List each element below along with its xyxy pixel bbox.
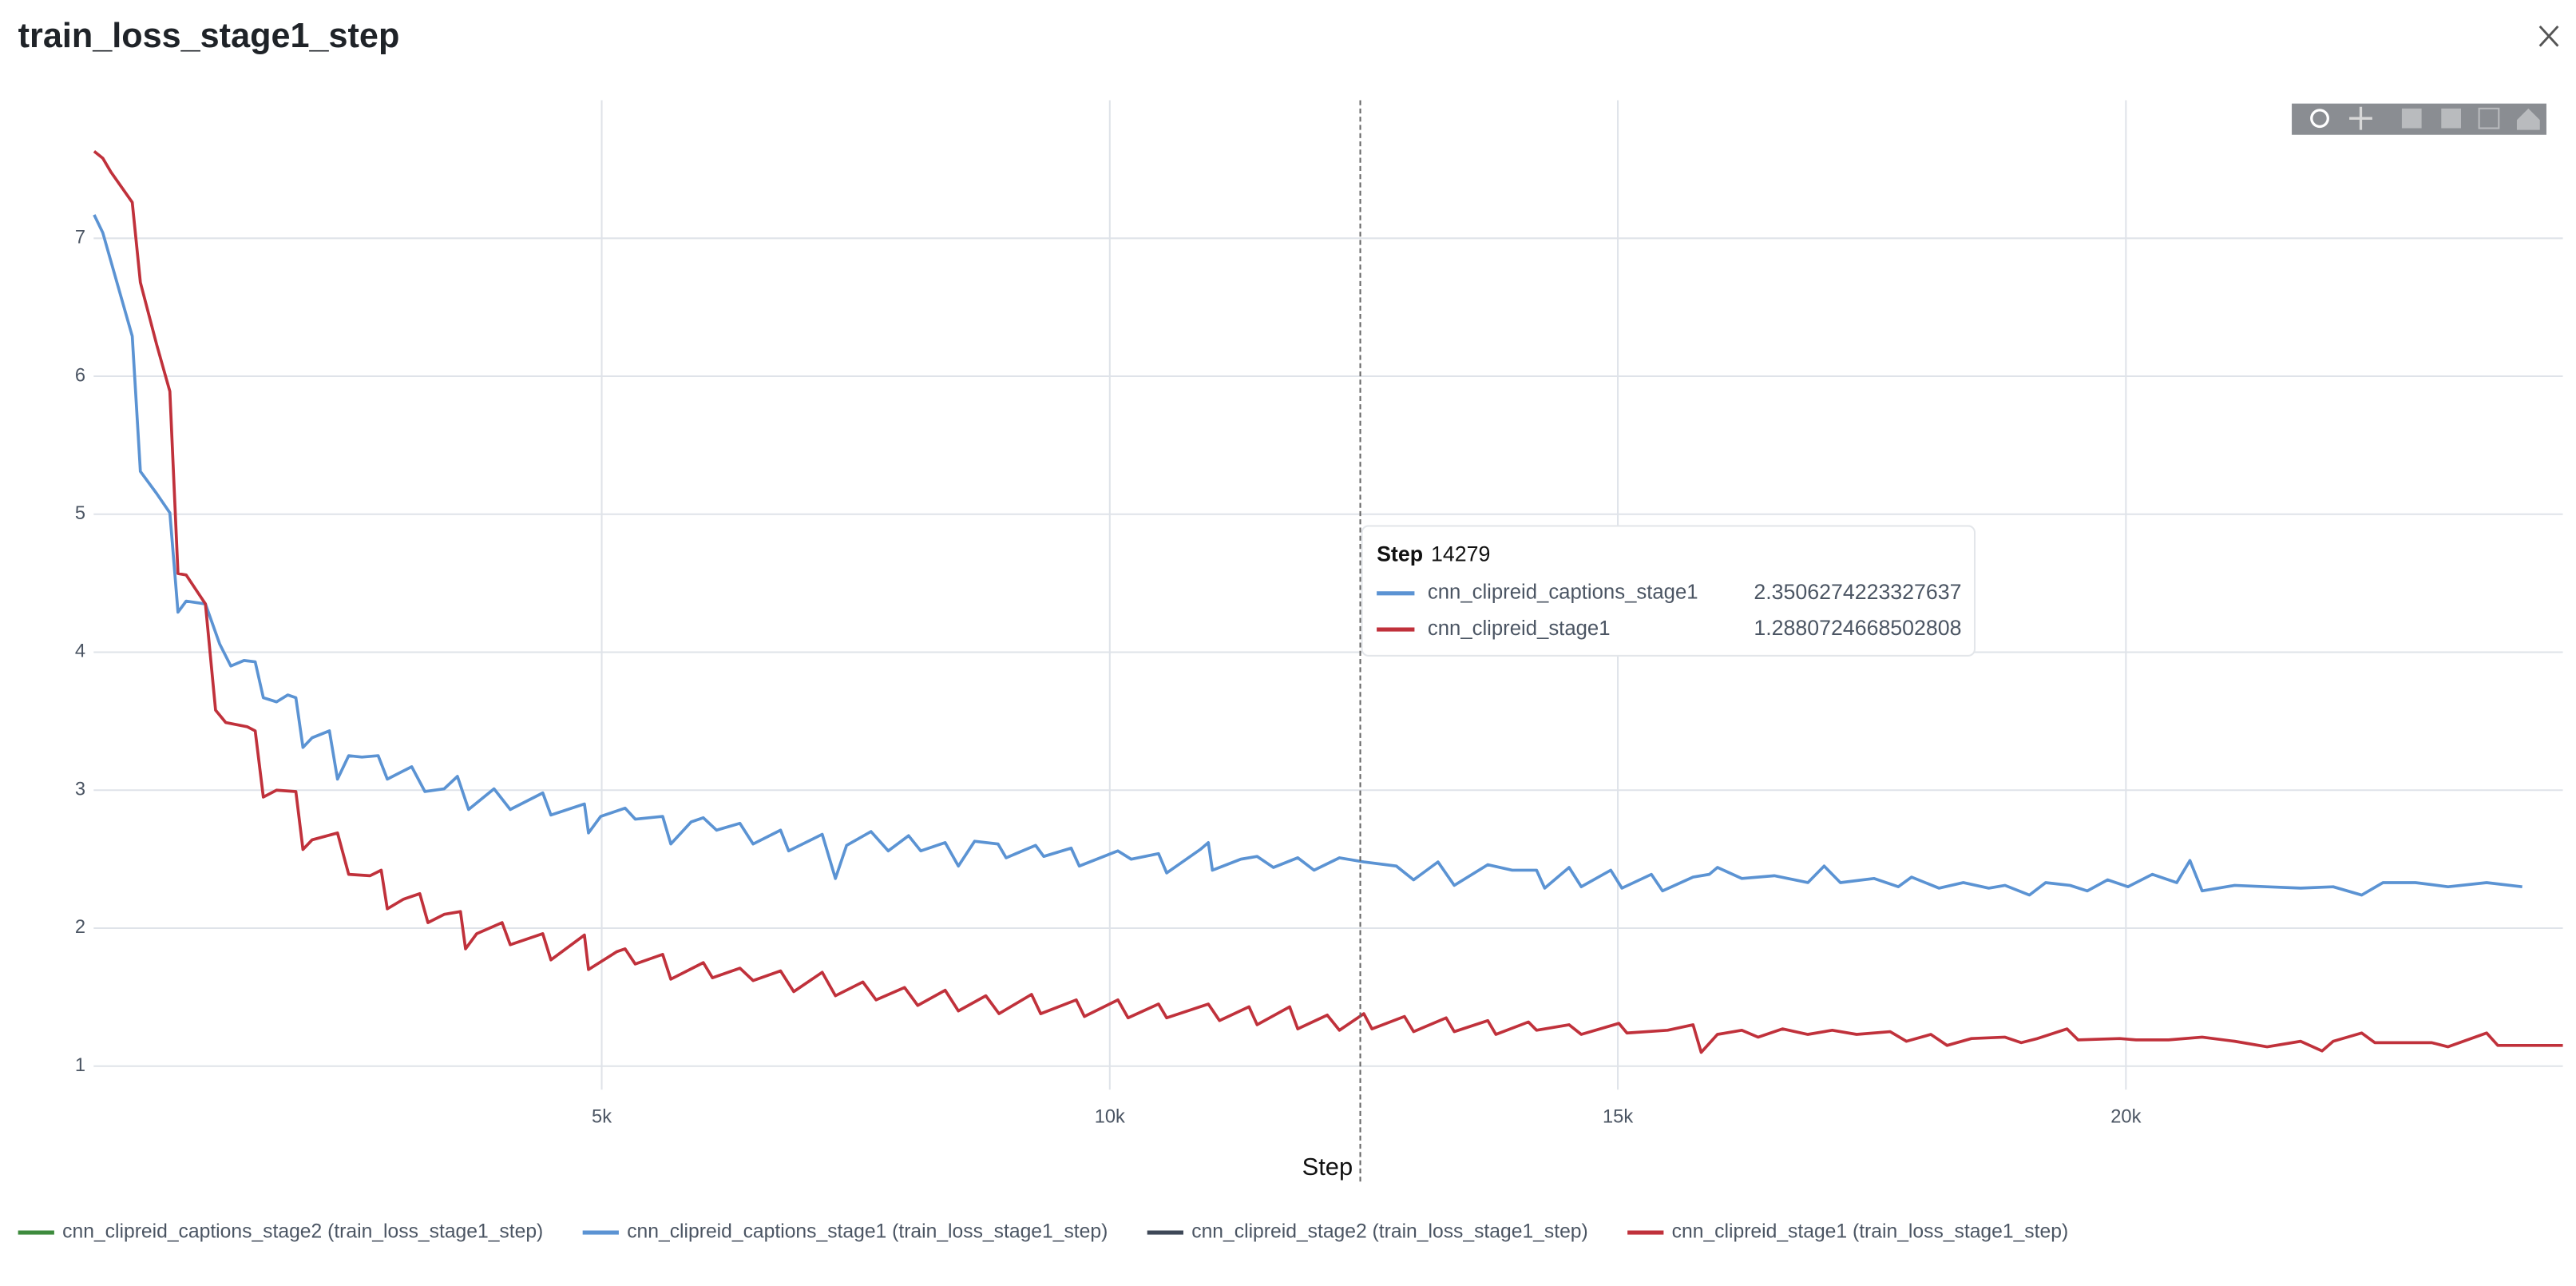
tooltip: Step 14279 cnn_clipreid_captions_stage1 2… (1361, 525, 1976, 657)
tooltip-label: Step (1377, 542, 1423, 566)
y-tick-label: 2 (75, 917, 85, 938)
y-tick-label: 7 (75, 228, 85, 248)
y-tick-label: 5 (75, 503, 85, 524)
close-button[interactable] (2538, 25, 2559, 47)
autoscale-button[interactable] (2478, 107, 2500, 129)
x-tick-label: 5k (592, 1106, 612, 1127)
toolbar (2292, 103, 2546, 135)
legend-label[interactable]: cnn_clipreid_captions_stage2 (train_loss… (62, 1221, 543, 1243)
legend-label[interactable]: cnn_clipreid_captions_stage1 (train_loss… (627, 1221, 1108, 1243)
legend-item[interactable]: cnn_clipreid_stage2 (train_loss_stage1_s… (1147, 1221, 1588, 1243)
y-tick-label: 4 (75, 641, 85, 662)
legend-label[interactable]: cnn_clipreid_stage1 (train_loss_stage1_s… (1672, 1221, 2069, 1243)
reset-button[interactable] (2516, 108, 2540, 130)
x-tick-label: 20k (2110, 1106, 2141, 1127)
series-line (93, 214, 2522, 897)
tooltip-value: 1.2880724668502808 (1754, 616, 1961, 640)
y-tick-label: 3 (75, 779, 85, 800)
zoom-out-button[interactable] (2441, 108, 2461, 129)
tooltip-series-name: cnn_clipreid_captions_stage1 (1428, 581, 1698, 604)
y-tick-label: 6 (75, 365, 85, 386)
zoom-in-button[interactable] (2401, 108, 2422, 129)
tooltip-series-name: cnn_clipreid_stage1 (1428, 617, 1611, 640)
legend: cnn_clipreid_captions_stage2 (train_loss… (18, 1221, 2068, 1243)
legend-item[interactable]: cnn_clipreid_stage1 (train_loss_stage1_s… (1627, 1221, 2068, 1243)
close-icon[interactable] (2538, 25, 2559, 47)
x-tick-label: 10k (1095, 1106, 1125, 1127)
series-line (93, 150, 2563, 1054)
tooltip-value: 2.3506274223327637 (1754, 580, 1961, 604)
tooltip-step: 14279 (1431, 542, 1490, 566)
zoom-button[interactable] (2310, 109, 2329, 129)
legend-label[interactable]: cnn_clipreid_stage2 (train_loss_stage1_s… (1191, 1221, 1588, 1243)
y-tick-label: 1 (75, 1055, 85, 1076)
x-axis-label: Step (1302, 1153, 1353, 1181)
pan-button[interactable] (2349, 106, 2372, 130)
x-tick-label: 15k (1603, 1106, 1633, 1127)
legend-item[interactable]: cnn_clipreid_captions_stage1 (train_loss… (582, 1221, 1108, 1243)
legend-item[interactable]: cnn_clipreid_captions_stage2 (train_loss… (18, 1221, 544, 1243)
chart-title: train_loss_stage1_step (18, 17, 400, 55)
tooltip-box (1361, 525, 1976, 657)
